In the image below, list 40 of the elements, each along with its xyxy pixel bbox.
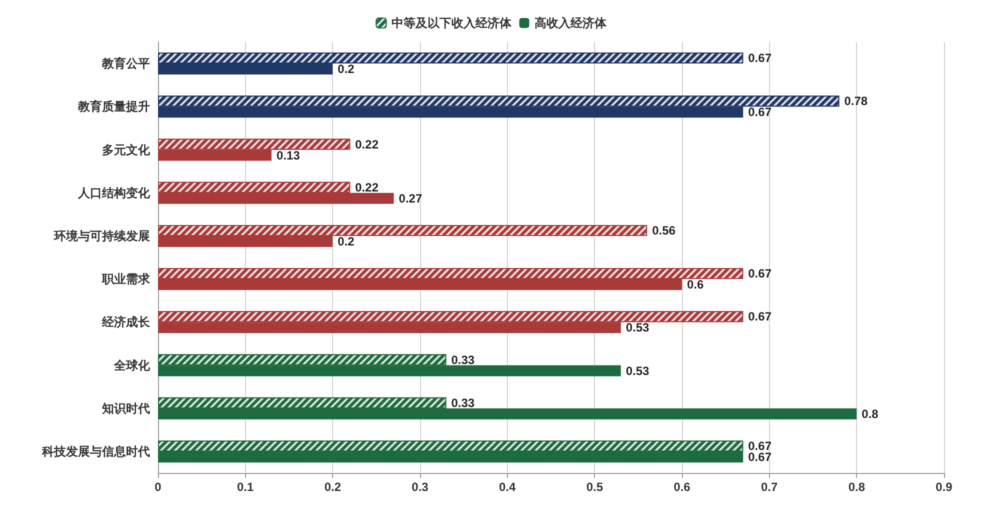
data-label: 0.67 — [748, 310, 772, 324]
data-label: 0.33 — [451, 396, 475, 410]
data-label: 0.67 — [748, 105, 772, 120]
y-tick-label: 全球化 — [113, 358, 151, 372]
x-tick-label: 0.1 — [236, 480, 254, 494]
data-label: 0.53 — [626, 364, 650, 378]
y-tick-label: 环境与可持续发展 — [53, 228, 150, 243]
data-label: 0.6 — [687, 278, 704, 292]
x-tick-label: 0.7 — [760, 480, 778, 494]
data-label: 0.53 — [626, 320, 650, 335]
data-label: 0.67 — [748, 51, 772, 66]
data-label: 0.67 — [748, 266, 772, 281]
y-tick-label: 科技发展与信息时代 — [41, 444, 150, 458]
x-tick-label: 0.6 — [674, 480, 691, 494]
y-tick-label: 职业需求 — [101, 272, 151, 286]
legend-label: 中等及以下收入经济体 — [391, 16, 512, 30]
y-tick-label: 多元文化 — [102, 142, 151, 157]
x-tick-label: 0.9 — [936, 480, 953, 494]
y-tick-label: 知识时代 — [101, 401, 150, 416]
y-tick-label: 经济成长 — [101, 315, 151, 330]
data-label: 0.13 — [276, 148, 300, 162]
data-label: 0.56 — [652, 223, 676, 238]
x-tick-label: 0.5 — [586, 480, 604, 494]
data-label: 0.2 — [338, 234, 355, 248]
y-tick-label: 教育质量提升 — [77, 100, 150, 114]
x-tick-label: 0.4 — [498, 480, 516, 494]
data-label: 0.22 — [355, 137, 379, 152]
y-tick-label: 人口结构变化 — [77, 186, 151, 200]
data-label: 0.33 — [451, 352, 475, 367]
data-label: 0.22 — [355, 180, 379, 194]
x-tick-label: 0 — [154, 480, 162, 494]
data-label: 0.8 — [862, 406, 879, 421]
x-tick-label: 0.2 — [324, 480, 342, 494]
data-label: 0.2 — [338, 62, 355, 76]
x-tick-label: 0.3 — [412, 480, 429, 494]
legend-label: 高收入经济体 — [534, 16, 608, 30]
x-tick-label: 0.8 — [848, 480, 866, 494]
data-label: 0.27 — [398, 191, 422, 206]
data-label: 0.78 — [844, 94, 868, 108]
y-tick-label: 教育公平 — [101, 56, 150, 71]
